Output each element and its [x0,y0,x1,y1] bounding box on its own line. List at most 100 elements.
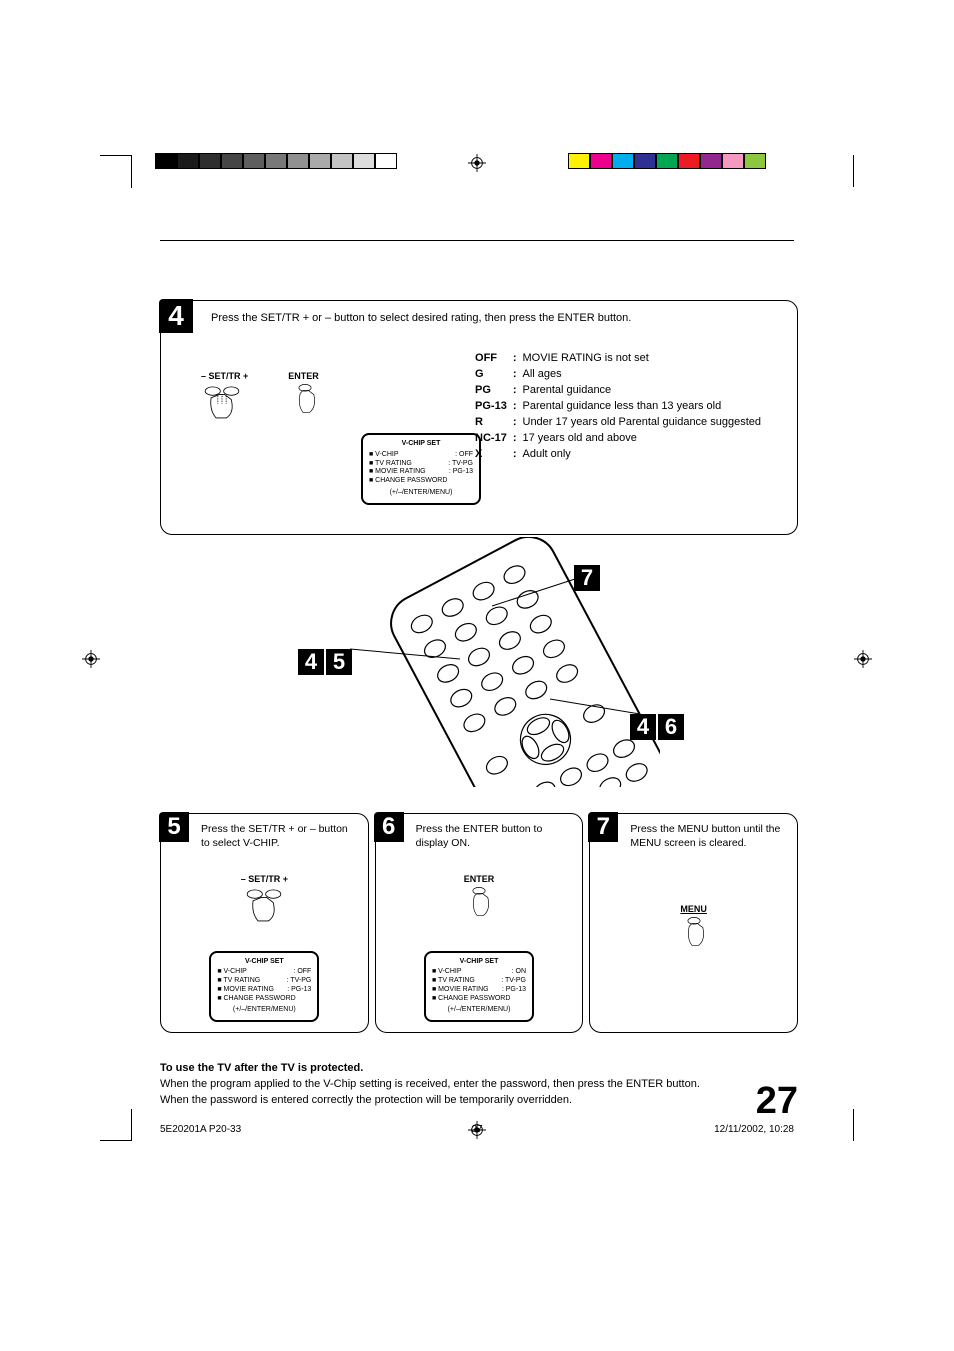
crop-mark-br [853,1109,855,1141]
osd-row: ■ MOVIE RATING: PG-13 [217,986,311,995]
step-7-text: Press the MENU button until the MENU scr… [590,814,797,858]
page: 4 Press the SET/TR + or – button to sele… [0,0,954,1351]
enter-hand-group: ENTER [288,371,322,420]
menu-label: MENU [590,904,797,914]
swatch [722,153,744,169]
hand-press-icon [677,914,711,948]
osd-screen-step5: V-CHIP SET ■ V-CHIP: OFF■ TV RATING: TV-… [209,951,319,1023]
step-number-badge: 6 [374,812,404,842]
step-6-box: 6 Press the ENTER button to display ON. … [375,813,584,1033]
remote-diagram: 7 4 5 4 6 [160,549,798,799]
callout-5: 5 [326,649,352,675]
step-number-badge: 7 [588,812,618,842]
registration-mark-icon [468,154,486,172]
registration-mark-icon [854,650,872,668]
crop-mark-tr [853,155,855,187]
hand-press-icon [201,381,243,423]
enter-label: ENTER [288,371,322,381]
swatch [656,153,678,169]
content-area: 4 Press the SET/TR + or – button to sele… [160,300,798,1109]
set-tr-hand-group: – SET/TR + [201,371,248,428]
trim-line [160,240,794,241]
osd-title: V-CHIP SET [369,440,473,449]
rating-row: PG:Parental guidance [473,383,763,397]
rating-row: R:Under 17 years old Parental guidance s… [473,415,763,429]
swatch [331,153,353,169]
rating-row: X:Adult only [473,447,763,461]
ratings-table: OFF:MOVIE RATING is not set G:All ages PG:… [471,349,765,463]
color-swatch-strip [568,153,766,169]
rating-row: G:All ages [473,367,763,381]
swatch [287,153,309,169]
step-number-badge: 5 [159,812,189,842]
set-tr-label: – SET/TR + [201,371,248,381]
step-number-badge: 4 [159,299,193,333]
osd-row: ■ TV RATING: TV-PG [432,977,526,986]
swatch [309,153,331,169]
step-6-text: Press the ENTER button to display ON. [376,814,583,858]
swatch [700,153,722,169]
page-number: 27 [756,1080,798,1123]
callout-6: 6 [658,714,684,740]
step-4-text: Press the SET/TR + or – button to select… [161,301,797,336]
footnote-line2: When the password is entered correctly t… [160,1093,798,1109]
step-7-box: 7 Press the MENU button until the MENU s… [589,813,798,1033]
osd-row: ■ TV RATING: TV-PG [369,460,473,469]
osd-row: ■ MOVIE RATING: PG-13 [432,986,526,995]
osd-foot: (+/–/ENTER/MENU) [369,489,473,498]
footnote-heading: To use the TV after the TV is protected. [160,1061,798,1077]
rating-row: PG-13:Parental guidance less than 13 yea… [473,399,763,413]
swatch [265,153,287,169]
swatch [678,153,700,169]
footnote: To use the TV after the TV is protected.… [160,1061,798,1109]
osd-screen-step6: V-CHIP SET ■ V-CHIP: ON■ TV RATING: TV-P… [424,951,534,1023]
crop-mark-tl [100,155,132,156]
swatch [375,153,397,169]
osd-screen-step4: V-CHIP SET ■ V-CHIP: OFF■ TV RATING: TV-… [361,433,481,505]
swatch [568,153,590,169]
footnote-line1: When the program applied to the V-Chip s… [160,1077,798,1093]
swatch [177,153,199,169]
step-5-box: 5 Press the SET/TR + or – button to sele… [160,813,369,1033]
osd-row: ■ CHANGE PASSWORD [217,995,311,1004]
osd-row: ■ V-CHIP: ON [432,968,526,977]
swatch [634,153,656,169]
footer-left: 5E20201A P20-33 [160,1124,241,1135]
osd-row: ■ TV RATING: TV-PG [217,977,311,986]
osd-foot: (+/–/ENTER/MENU) [217,1006,311,1015]
step-4-box: 4 Press the SET/TR + or – button to sele… [160,300,798,535]
rating-row: OFF:MOVIE RATING is not set [473,351,763,365]
swatch [612,153,634,169]
swatch [744,153,766,169]
steps-row: 5 Press the SET/TR + or – button to sele… [160,813,798,1047]
swatch [199,153,221,169]
osd-foot: (+/–/ENTER/MENU) [432,1006,526,1015]
gray-swatch-strip [155,153,397,169]
osd-row: ■ CHANGE PASSWORD [369,477,473,486]
callout-4b: 4 [630,714,656,740]
osd-title: V-CHIP SET [217,958,311,967]
callout-lines [160,549,798,799]
osd-row: ■ V-CHIP: OFF [369,451,473,460]
callout-4a: 4 [298,649,324,675]
hand-press-icon [243,884,285,926]
step-5-text: Press the SET/TR + or – button to select… [161,814,368,858]
footer-right: 12/11/2002, 10:28 [714,1124,794,1135]
swatch [353,153,375,169]
hand-press-icon [288,381,322,415]
osd-title: V-CHIP SET [432,958,526,967]
footer: 5E20201A P20-33 27 12/11/2002, 10:28 [160,1124,794,1135]
set-tr-label: – SET/TR + [161,874,368,884]
enter-label: ENTER [376,874,583,884]
registration-mark-icon [82,650,100,668]
osd-row: ■ CHANGE PASSWORD [432,995,526,1004]
swatch [243,153,265,169]
rating-row: NC-17:17 years old and above [473,431,763,445]
swatch [221,153,243,169]
footer-mid: 27 [471,1124,482,1135]
osd-row: ■ V-CHIP: OFF [217,968,311,977]
callout-7: 7 [574,565,600,591]
swatch [155,153,177,169]
hand-press-icon [462,884,496,918]
swatch [590,153,612,169]
